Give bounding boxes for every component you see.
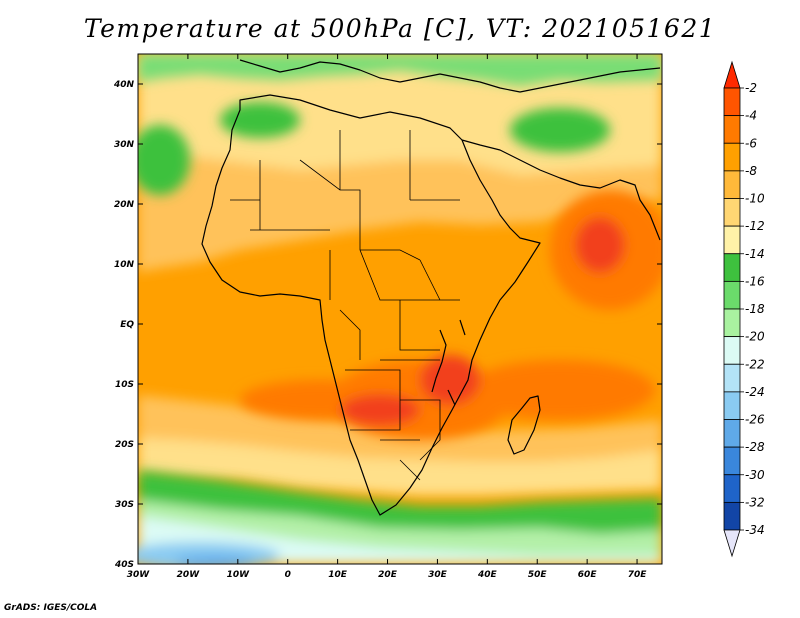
colorbar-segment (723, 391, 741, 420)
arabian-coastline (461, 139, 661, 241)
lat-label: 40S (114, 560, 134, 570)
colorbar-segment (723, 253, 741, 282)
lat-label: 10S (115, 380, 134, 390)
lon-label: 20E (378, 570, 398, 580)
colorbar-top-extend (723, 60, 741, 89)
field-green-north (138, 54, 662, 86)
lat-label: 40N (113, 80, 135, 90)
credit-label: GrADS: IGES/COLA (4, 603, 98, 613)
lat-label: 30S (115, 500, 134, 510)
colorbar-segment (723, 501, 741, 531)
colorbar-label: -28 (745, 440, 765, 454)
field-warmest-core-south (420, 355, 480, 405)
colorbar-label: -32 (745, 495, 765, 509)
great-lakes (431, 319, 466, 406)
africa-coastline (201, 94, 541, 516)
country-borders (230, 130, 460, 481)
field-light-orange-north (138, 150, 662, 272)
border-lines-south (345, 369, 441, 481)
madagascar-coastline (507, 395, 541, 455)
field-warmest-core-southwest (340, 394, 420, 426)
longitude-labels: 30W 20W 10W 0 10E 20E 30E 40E 50E 60E 70E (127, 570, 647, 580)
colorbar-segment (723, 225, 741, 255)
lat-label: 10N (114, 260, 135, 270)
field-warmest-core-north (575, 217, 625, 273)
colorbar-label: -18 (745, 302, 765, 316)
colorbar-label: -12 (745, 219, 765, 233)
latitude-labels: 40N 30N 20N 10N EQ 10S 20S 30S 40S (113, 80, 135, 570)
colorbar-label: -16 (745, 274, 765, 288)
colorbar-segment (723, 280, 741, 310)
lat-label: 20N (114, 200, 135, 210)
lon-label: 50E (528, 570, 548, 580)
colorbar-label: -22 (745, 357, 765, 371)
colorbar-label: -4 (745, 109, 757, 123)
field-blue-southwest (138, 542, 280, 564)
lon-label: 70E (628, 570, 648, 580)
lon-label: 10W (227, 570, 251, 580)
colorbar-label: -8 (745, 164, 757, 178)
colorbar-segment (723, 363, 741, 393)
colorbar-label: -24 (745, 385, 765, 399)
border-lines-central (329, 249, 460, 361)
lat-label: 30N (114, 140, 135, 150)
colorbar-label: -30 (745, 468, 765, 482)
field-deep-blue-southwest (175, 556, 255, 564)
lon-label: 30W (127, 570, 151, 580)
map-title: Temperature at 500hPa [C], VT: 202105162… (83, 14, 717, 43)
colorbar-segment (723, 419, 741, 448)
lon-label: 10E (328, 570, 348, 580)
colorbar-segment (723, 308, 741, 338)
colorbar-label: -34 (745, 523, 765, 537)
colorbar-label: -20 (745, 330, 765, 344)
temperature-field (138, 54, 662, 564)
field-warm-indian-ocean (465, 360, 655, 420)
colorbar-label: -2 (745, 81, 757, 95)
colorbar-segment (723, 446, 741, 476)
colorbar-segment (723, 198, 741, 227)
colorbar-segment (723, 474, 741, 503)
colorbar-label: -10 (745, 192, 765, 206)
colorbar-segment (723, 142, 741, 172)
lat-label: EQ (120, 320, 134, 330)
colorbar-bottom-extend (723, 529, 741, 558)
lon-label: 30E (428, 570, 448, 580)
colorbar-segment (723, 170, 741, 199)
coastlines (201, 59, 661, 516)
colorbar-label: -6 (745, 136, 757, 150)
colorbar-segment (723, 87, 741, 117)
lon-label: 20W (177, 570, 201, 580)
colorbar: -2 -4 -6 -8 -10 -12 -14 -16 -18 -20 -22 -24 -26 -28 -3… (723, 60, 765, 558)
europe-coastline (239, 59, 661, 93)
lon-label: 0 (285, 570, 291, 580)
colorbar-segment (723, 336, 741, 365)
lon-label: 40E (477, 570, 498, 580)
colorbar-label: -26 (745, 413, 765, 427)
axis-ticks (137, 54, 662, 565)
colorbar-segment (723, 115, 741, 144)
lat-label: 20S (115, 440, 134, 450)
field-green-middle-east (510, 108, 610, 152)
field-green-atlantic (138, 125, 190, 195)
plot-frame (137, 53, 663, 565)
border-lines-north (230, 130, 460, 261)
colorbar-label: -14 (745, 247, 765, 261)
lon-label: 60E (578, 570, 598, 580)
